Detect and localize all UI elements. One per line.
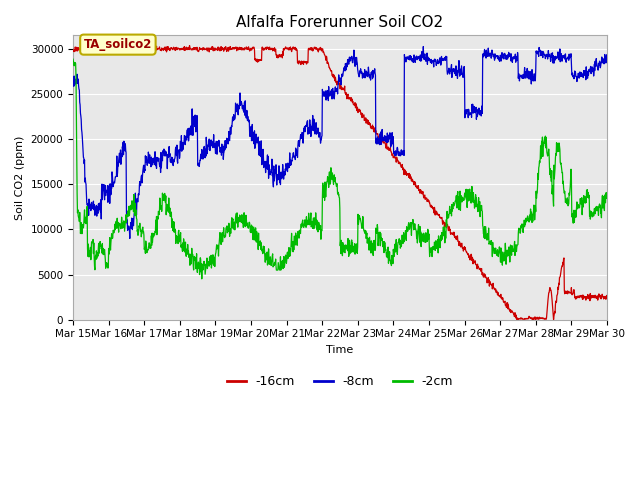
Title: Alfalfa Forerunner Soil CO2: Alfalfa Forerunner Soil CO2 [236, 15, 444, 30]
Y-axis label: Soil CO2 (ppm): Soil CO2 (ppm) [15, 135, 25, 220]
Text: TA_soilco2: TA_soilco2 [84, 38, 152, 51]
X-axis label: Time: Time [326, 345, 354, 355]
Legend: -16cm, -8cm, -2cm: -16cm, -8cm, -2cm [222, 370, 458, 393]
